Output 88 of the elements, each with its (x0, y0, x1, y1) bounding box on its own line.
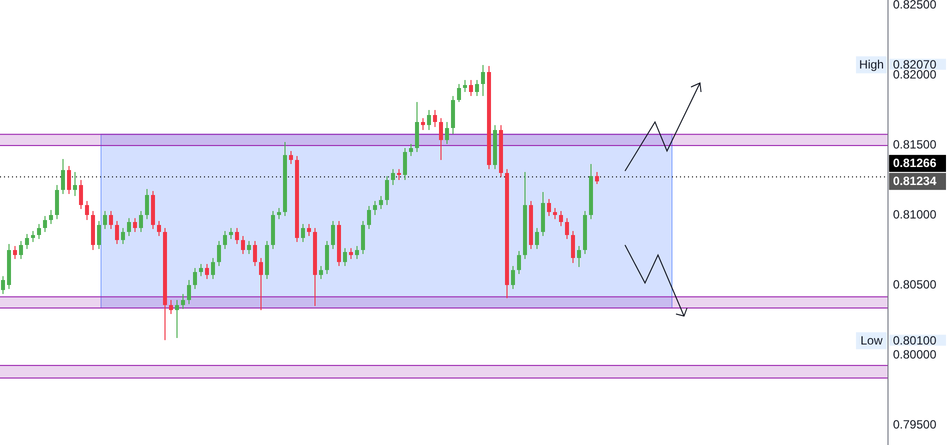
candlestick (139, 210, 143, 232)
candlestick (253, 240, 257, 266)
candlestick (235, 228, 239, 244)
candlestick (511, 265, 515, 290)
candlestick (217, 240, 221, 266)
candlestick (19, 240, 23, 260)
candlestick (457, 84, 461, 102)
candlestick (13, 245, 17, 260)
y-tick-label: 0.82500 (893, 0, 937, 12)
candlestick (547, 198, 551, 216)
candlestick (175, 300, 179, 338)
y-tick-label: 0.80000 (893, 347, 937, 362)
candlestick (49, 209, 53, 224)
candlestick (169, 300, 173, 315)
ref-line-label: 0.81266 (893, 156, 937, 170)
candlestick (85, 200, 89, 221)
candlestick (595, 172, 599, 185)
candlestick (571, 230, 575, 264)
candlestick (367, 206, 371, 230)
candlestick (25, 234, 29, 250)
candlestick (247, 240, 251, 254)
candlestick (517, 250, 521, 274)
candlestick (259, 258, 263, 311)
candlestick (463, 79, 467, 93)
candlestick (187, 280, 191, 305)
candlestick (67, 165, 71, 194)
candlestick (1, 276, 5, 295)
candlestick (241, 236, 245, 254)
annotation: Low (860, 333, 883, 348)
candlestick (421, 118, 425, 130)
candlestick (319, 265, 323, 280)
text: 0.81234 (893, 174, 937, 188)
candlestick (577, 245, 581, 268)
candlestick (229, 228, 233, 240)
candlestick (373, 200, 377, 216)
candlestick (193, 267, 197, 290)
candlestick (31, 230, 35, 243)
candlestick (61, 158, 65, 194)
candlestick (145, 188, 149, 220)
candlestick (553, 208, 557, 220)
candlestick (157, 220, 161, 237)
candlestick (349, 248, 353, 260)
y-tick-label: 0.79500 (893, 417, 937, 432)
candlestick (73, 172, 77, 196)
candlestick (343, 248, 347, 266)
candlestick (301, 223, 305, 243)
candlestick (97, 220, 101, 250)
candlestick (439, 118, 443, 160)
candlestick (127, 218, 131, 237)
candlestick (397, 168, 401, 180)
candlestick (181, 294, 185, 310)
candlestick (277, 208, 281, 220)
candlestick (565, 218, 569, 240)
y-tick-label: 0.81500 (893, 137, 937, 152)
candlestick (385, 176, 389, 206)
candlestick (427, 109, 431, 130)
y-tick-label: 0.81000 (893, 207, 937, 222)
candlestick (79, 179, 83, 210)
candlestick (535, 228, 539, 250)
candlestick (391, 168, 395, 186)
candlestick (211, 258, 215, 280)
candlestick (331, 220, 335, 250)
candlestick (43, 215, 47, 232)
y-tick-label: 0.80500 (893, 277, 937, 292)
candlestick (379, 195, 383, 210)
text: 0.80100 (893, 333, 937, 348)
candlestick (307, 223, 311, 237)
candlestick (223, 230, 227, 250)
candlestick (559, 210, 563, 227)
candlestick (289, 150, 293, 165)
candlestick (445, 122, 449, 144)
candlestick (199, 264, 203, 277)
candlestick (481, 64, 485, 96)
candlestick (409, 143, 413, 157)
candlestick (205, 264, 209, 280)
candlestick (475, 79, 479, 96)
candlestick (103, 210, 107, 230)
candlestick (37, 223, 41, 240)
candlestick (115, 220, 119, 244)
candlestick (133, 218, 137, 232)
candlestick (355, 245, 359, 260)
annotation: High (859, 57, 884, 72)
text: 0.82070 (893, 57, 937, 72)
candlestick (403, 148, 407, 180)
candlestick (121, 228, 125, 244)
candlestick (433, 109, 437, 128)
candlestick (109, 210, 113, 230)
candlestick (469, 79, 473, 96)
